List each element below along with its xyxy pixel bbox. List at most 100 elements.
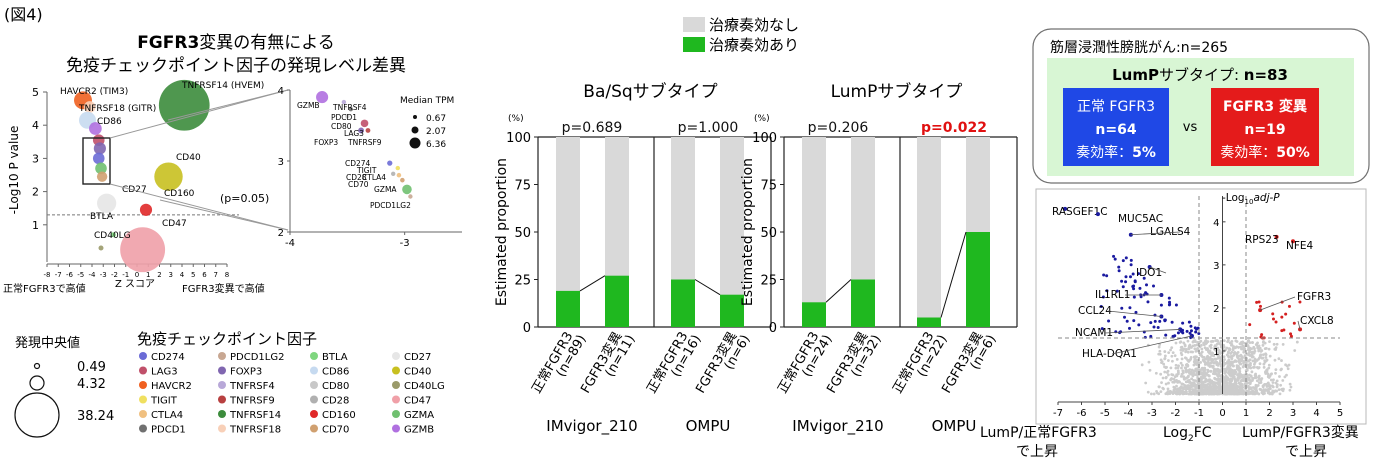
- volcano-point-ns: [1171, 391, 1175, 394]
- bubble-point-label: CD40: [176, 153, 201, 163]
- bar-y-tick-label: 100: [506, 131, 531, 146]
- volcano-point-down: [1134, 310, 1138, 314]
- volcano-point-ns: [1171, 351, 1175, 355]
- volcano-point-ns: [1191, 374, 1195, 378]
- bubble-point-label: HAVCR2 (TIM3): [60, 87, 128, 97]
- volcano-point-ns: [1212, 384, 1215, 388]
- volcano-point-ns: [1228, 373, 1232, 377]
- volcano-point-ns: [1179, 375, 1183, 378]
- volcano-point-ns: [1242, 345, 1246, 349]
- volcano-point-ns: [1148, 368, 1152, 372]
- volcano-point-down: [1112, 254, 1116, 258]
- inset-y-tick-label: 4: [278, 86, 284, 97]
- volcano-point-ns: [1251, 355, 1255, 359]
- volcano-point-ns: [1164, 376, 1168, 380]
- volcano-gene-label: FGFR3: [1297, 291, 1331, 303]
- volcano-point-ns: [1251, 389, 1254, 393]
- inset-point: [365, 128, 371, 133]
- bar-cohort-label: IMvigor_210: [792, 417, 883, 436]
- volcano-point-ns: [1289, 385, 1293, 389]
- volcano-labeled-point: [1291, 239, 1295, 244]
- legend-swatch: [310, 381, 318, 389]
- volcano-point-ns: [1293, 349, 1297, 352]
- volcano-point-ns: [1260, 349, 1264, 352]
- volcano-point-down: [1120, 279, 1124, 283]
- volcano-point-ns: [1231, 371, 1235, 375]
- volcano-point-ns: [1174, 366, 1178, 370]
- lump-subtype-title: LumPサブタイプ: n=83: [1112, 66, 1288, 84]
- volcano-point-ns: [1218, 362, 1222, 366]
- volcano-point-ns: [1225, 382, 1229, 386]
- bubble-point: [120, 227, 166, 273]
- volcano-point-ns: [1229, 355, 1233, 359]
- inset-point-label: FOXP3: [314, 138, 338, 147]
- volcano-point-ns: [1196, 389, 1200, 393]
- volcano-point-ns: [1202, 343, 1206, 347]
- legend-item-label: TNFRSF9: [229, 396, 275, 407]
- volcano-point-ns: [1159, 372, 1163, 376]
- volcano-point-ns: [1208, 349, 1212, 353]
- volcano-point-up: [1257, 300, 1261, 304]
- volcano-point-ns: [1284, 363, 1288, 367]
- legend-item-label: TNFRSF14: [229, 410, 281, 421]
- inset-point: [358, 127, 365, 134]
- volcano-point-down: [1181, 321, 1185, 325]
- volcano-point-ns: [1175, 392, 1179, 396]
- volcano-point-ns: [1203, 357, 1207, 361]
- volcano-point-down: [1187, 320, 1191, 324]
- volcano-point-down: [1124, 275, 1128, 279]
- volcano-y-tick-label: 2: [1213, 304, 1219, 315]
- volcano-point-ns: [1268, 354, 1272, 358]
- inset-point-label: GZMA: [374, 185, 397, 194]
- volcano-x-tick-label: 0: [1219, 408, 1225, 419]
- volcano-point-down: [1181, 331, 1185, 335]
- bubble-point: [89, 122, 102, 135]
- volcano-point-ns: [1237, 381, 1241, 385]
- volcano-point-ns: [1236, 372, 1240, 376]
- bar-response: [966, 232, 990, 327]
- volcano-point-ns: [1195, 367, 1198, 371]
- volcano-point-ns: [1160, 360, 1164, 364]
- volcano-point-ns: [1257, 349, 1261, 353]
- legend-item-label: CD27: [404, 352, 431, 363]
- volcano-point-down: [1129, 275, 1133, 279]
- volcano-point-down: [1121, 285, 1125, 289]
- volcano-point-down: [1188, 331, 1192, 335]
- volcano-point-down: [1100, 327, 1104, 331]
- mutant-fgfr3-label: FGFR3 変異: [1223, 98, 1307, 115]
- volcano-point-ns: [1226, 361, 1230, 365]
- volcano-point-ns: [1198, 340, 1202, 344]
- volcano-point-ns: [1264, 353, 1268, 357]
- volcano-point-down: [1129, 263, 1133, 267]
- volcano-point-ns: [1228, 364, 1232, 367]
- volcano-point-ns: [1193, 347, 1197, 351]
- bar-panel-title: Ba/Sqサブタイプ: [583, 81, 717, 102]
- legend-swatch: [218, 366, 226, 375]
- bubble-point: [110, 232, 116, 238]
- volcano-point-ns: [1160, 381, 1163, 385]
- volcano-point-ns: [1171, 359, 1174, 363]
- volcano-point-ns: [1216, 374, 1219, 377]
- volcano-point-ns: [1209, 390, 1213, 394]
- volcano-point-ns: [1209, 385, 1212, 389]
- legend-swatch: [683, 17, 705, 32]
- volcano-point-ns: [1214, 372, 1218, 376]
- volcano-x-tick-label: 2: [1266, 408, 1272, 419]
- volcano-point-ns: [1243, 341, 1247, 345]
- bar-y-unit: (%): [754, 114, 770, 124]
- bar-y-tick-label: 100: [752, 131, 777, 146]
- volcano-point-ns: [1253, 349, 1257, 353]
- volcano-point-ns: [1231, 348, 1235, 352]
- bubble-point: [139, 203, 153, 216]
- volcano-point-ns: [1242, 392, 1246, 396]
- volcano-point-down: [1146, 300, 1150, 304]
- volcano-gene-label: CCL24: [1078, 305, 1112, 317]
- volcano-point-ns: [1149, 392, 1153, 396]
- volcano-point-ns: [1282, 387, 1285, 391]
- bubble-point-label: CD160: [164, 189, 195, 199]
- bar-response: [720, 294, 744, 327]
- volcano-plot-panel: 1 2 3 4 -7 -6 -5 -4 -3 -2 -1 0 1 2 3 4 5 RASGEF1C MUC5ACLG…: [980, 188, 1367, 460]
- volcano-x-tick-label: -7: [1053, 408, 1063, 419]
- bar-chart-basq: Ba/Sqサブタイプ (%) Estimated proportion 0 25 50 75…: [494, 81, 772, 436]
- volcano-point-ns: [1210, 381, 1214, 385]
